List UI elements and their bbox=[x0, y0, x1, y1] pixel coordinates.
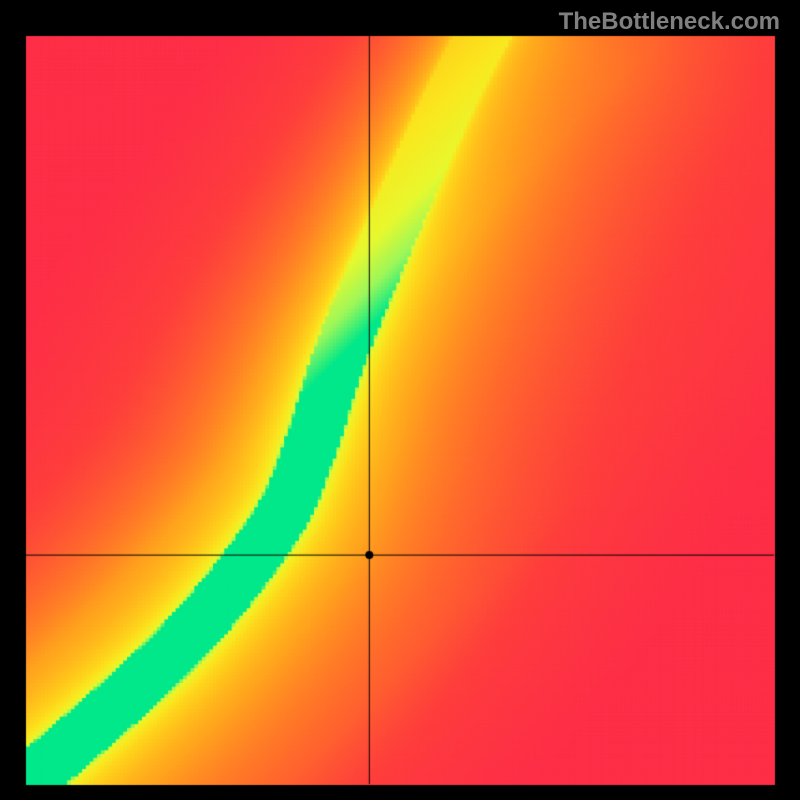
bottleneck-heatmap bbox=[0, 0, 800, 800]
chart-container: TheBottleneck.com bbox=[0, 0, 800, 800]
